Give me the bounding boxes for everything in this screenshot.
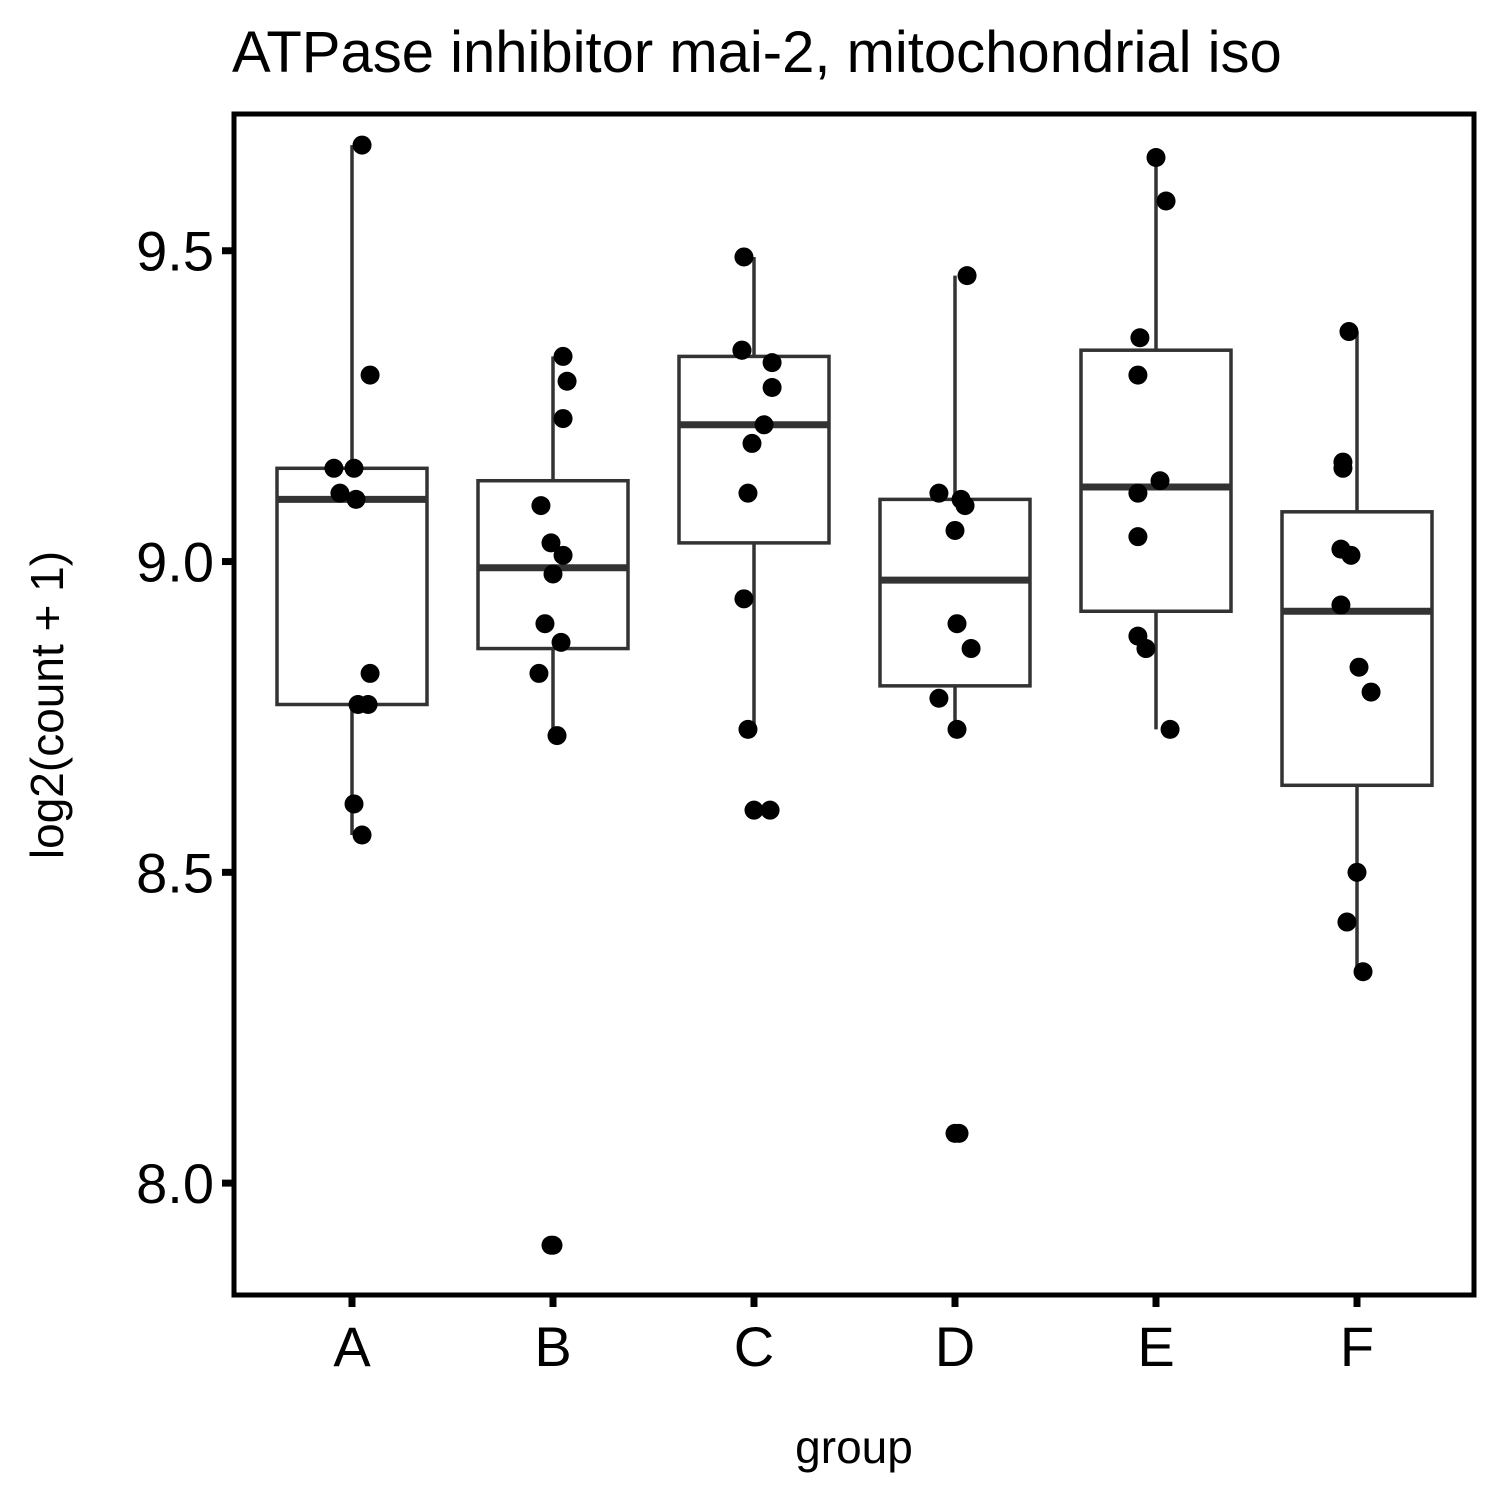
data-point — [929, 483, 949, 503]
data-point — [1331, 595, 1351, 615]
data-point — [1333, 458, 1353, 478]
data-point — [553, 409, 573, 429]
data-point — [947, 719, 967, 739]
data-point — [762, 353, 782, 373]
chart-title: ATPase inhibitor mai-2, mitochondrial is… — [232, 20, 1282, 85]
data-point — [1136, 639, 1156, 659]
data-point — [1339, 322, 1359, 342]
data-point — [553, 346, 573, 366]
data-point — [734, 247, 754, 267]
data-point — [734, 589, 754, 609]
data-point — [760, 800, 780, 820]
data-point — [344, 458, 364, 478]
data-point — [543, 564, 563, 584]
data-point — [352, 825, 372, 845]
data-point — [360, 365, 380, 385]
data-point — [557, 371, 577, 391]
data-point — [929, 688, 949, 708]
data-point — [949, 1123, 969, 1143]
x-axis-label: group — [795, 1421, 913, 1473]
data-point — [330, 483, 350, 503]
y-tick-label: 9.5 — [136, 220, 214, 283]
data-point — [961, 639, 981, 659]
x-tick-label: F — [1340, 1315, 1374, 1378]
data-point — [346, 489, 366, 509]
data-point — [1150, 471, 1170, 491]
data-point — [1341, 545, 1361, 565]
y-axis: 8.0 8.5 9.0 9.5 — [136, 220, 234, 1215]
data-point — [945, 520, 965, 540]
plot-panel-border — [231, 111, 1477, 1298]
data-point — [360, 663, 380, 683]
data-point — [762, 377, 782, 397]
data-point — [541, 533, 561, 553]
data-point — [947, 614, 967, 634]
x-tick-label: D — [935, 1315, 975, 1378]
data-point — [955, 496, 975, 516]
data-point — [352, 135, 372, 155]
data-point — [1353, 962, 1373, 982]
data-point — [1349, 657, 1369, 677]
data-point — [1146, 148, 1166, 168]
data-point — [738, 483, 758, 503]
data-point — [1160, 719, 1180, 739]
data-point — [547, 726, 567, 746]
x-tick-label: C — [734, 1315, 774, 1378]
x-tick-label: A — [333, 1315, 371, 1378]
data-point — [358, 695, 378, 714]
box-group-a — [275, 145, 429, 836]
data-point — [754, 415, 774, 435]
data-point — [957, 266, 977, 286]
data-point — [1128, 483, 1148, 503]
data-point — [1337, 912, 1357, 932]
data-point — [543, 1235, 563, 1255]
data-point — [1130, 328, 1150, 348]
box-group-e — [1079, 157, 1233, 730]
data-point — [535, 614, 555, 634]
data-point — [1128, 527, 1148, 547]
y-tick-label: 8.0 — [136, 1152, 214, 1215]
y-tick-label: 9.0 — [136, 531, 214, 594]
data-point — [1156, 191, 1176, 211]
y-axis-label: log2(count + 1) — [21, 551, 73, 859]
y-tick-label: 8.5 — [136, 841, 214, 904]
data-point — [738, 719, 758, 739]
data-point — [553, 545, 573, 565]
data-point — [1347, 862, 1367, 882]
data-point — [742, 433, 762, 453]
data-point — [531, 496, 551, 516]
x-tick-label: B — [534, 1315, 571, 1378]
data-point — [551, 632, 571, 652]
x-tick-label: E — [1137, 1315, 1174, 1378]
data-point — [344, 794, 364, 814]
x-axis: A B C D E F — [333, 1295, 1374, 1378]
data-point — [744, 800, 764, 820]
data-point — [1128, 365, 1148, 385]
data-point — [324, 458, 344, 478]
data-point — [732, 340, 752, 360]
data-point — [529, 663, 549, 683]
data-point — [1361, 682, 1381, 702]
